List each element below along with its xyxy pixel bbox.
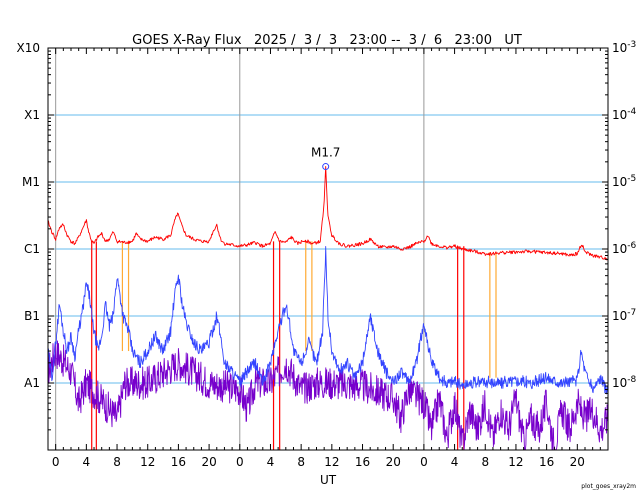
y-class-label: M1: [22, 175, 40, 189]
x-tick-label: 16: [171, 455, 186, 469]
y-power-label: 10-4: [612, 107, 637, 122]
x-tick-label: 12: [508, 455, 523, 469]
data-series: [47, 165, 609, 451]
chart-title: GOES X-Ray Flux 2025 / 3 / 3 23:00 -- 3 …: [132, 33, 522, 48]
series-short-low: [47, 340, 609, 451]
x-tick-label: 0: [420, 455, 428, 469]
axis-ticks: [47, 47, 608, 450]
footer-label: plot_goes_xray2m: [581, 483, 636, 490]
x-tick-label: 16: [539, 455, 554, 469]
x-tick-label: 0: [236, 455, 244, 469]
x-tick-label: 8: [481, 455, 489, 469]
flare-peak-marker: [322, 163, 330, 171]
flare-annotation: M1.7: [311, 146, 340, 171]
y-class-label: C1: [24, 242, 40, 256]
x-tick-label: 8: [113, 455, 121, 469]
x-tick-label: 20: [201, 455, 216, 469]
y-class-label: X10: [17, 41, 41, 55]
x-tick-label: 4: [267, 455, 275, 469]
y-power-label: 10-5: [612, 174, 636, 189]
flare-class-label: M1.7: [311, 146, 340, 160]
x-tick-label: 16: [355, 455, 370, 469]
y-class-label: X1: [24, 108, 40, 122]
y-class-label: B1: [24, 309, 40, 323]
x-tick-label: 20: [570, 455, 585, 469]
x-tick-label: 8: [297, 455, 305, 469]
x-tick-label: 12: [140, 455, 155, 469]
grid-lines: [48, 48, 608, 450]
y-power-label: 10-3: [612, 40, 636, 55]
y-class-label: A1: [24, 376, 40, 390]
y-power-label: 10-6: [612, 241, 637, 256]
x-tick-label: 4: [83, 455, 91, 469]
y-power-label: 10-7: [612, 308, 636, 323]
x-tick-label: 4: [451, 455, 459, 469]
x-axis-title: UT: [320, 473, 337, 487]
axis-labels: X10 X1 M1 C1 B1 A1 10-3 10-4 10-5 10-6 10-7 10-8 0 4 8…: [17, 40, 637, 469]
x-tick-label: 0: [52, 455, 60, 469]
series-long-channel: [47, 165, 609, 261]
x-tick-label: 12: [324, 455, 339, 469]
series-short-channel: [47, 246, 609, 395]
x-tick-label: 20: [386, 455, 401, 469]
y-power-label: 10-8: [612, 375, 637, 390]
